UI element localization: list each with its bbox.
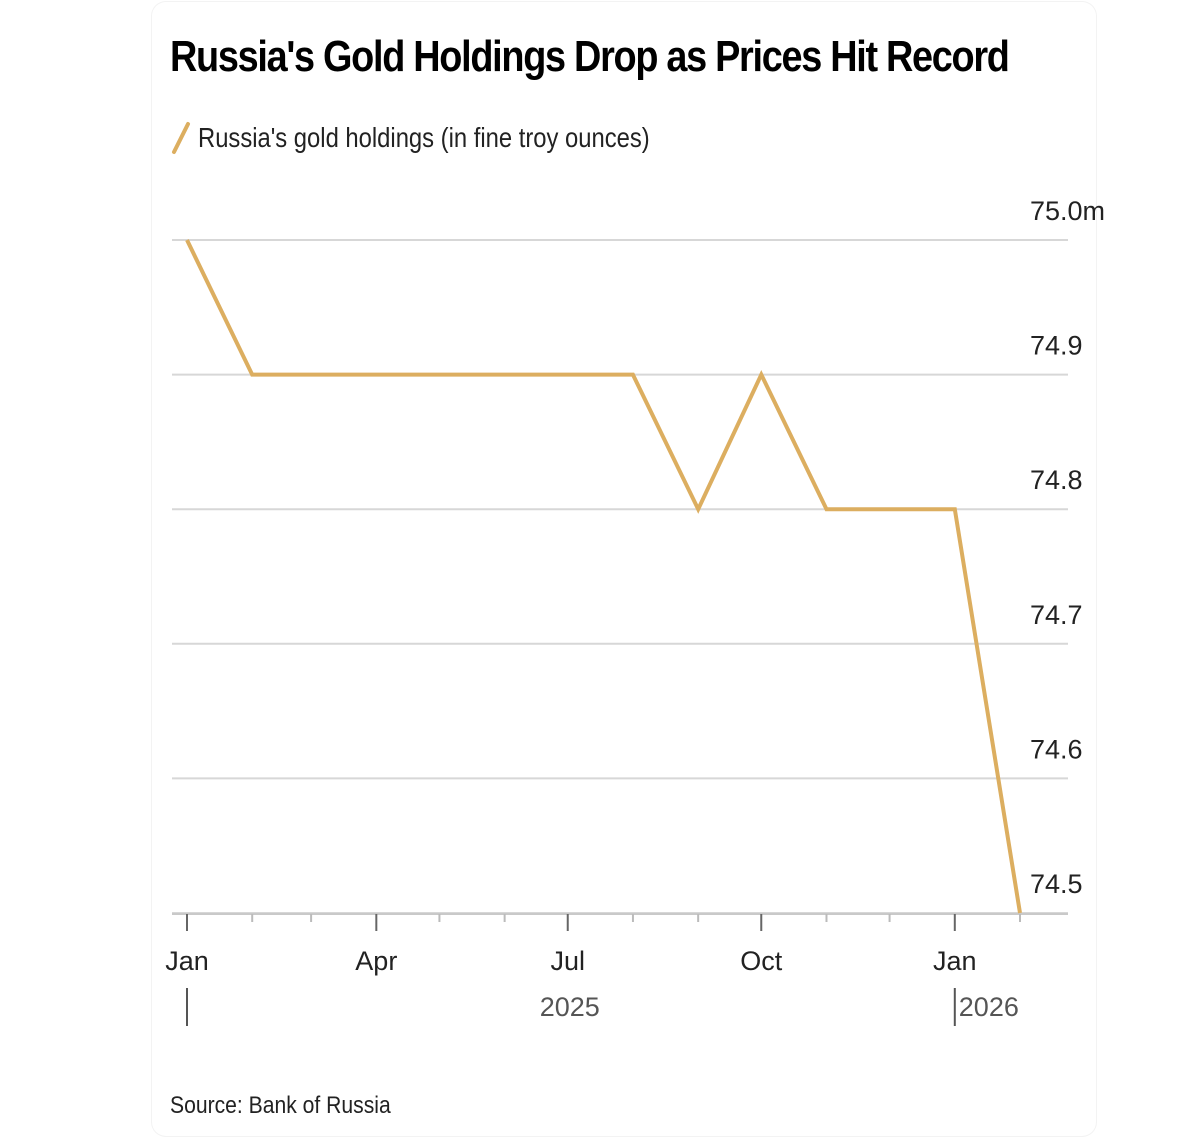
data-point xyxy=(185,238,189,242)
grid-lines xyxy=(172,239,1068,914)
source-note: Source: Bank of Russia xyxy=(170,1092,391,1119)
year-label: 2026 xyxy=(959,992,1019,1022)
x-tick-label: Oct xyxy=(740,946,783,976)
data-point xyxy=(437,373,441,377)
data-point xyxy=(374,373,378,377)
y-tick-label: 74.8 xyxy=(1030,465,1083,495)
data-point xyxy=(696,507,700,511)
data-point xyxy=(824,507,828,511)
y-tick-label: 74.9 xyxy=(1030,331,1083,361)
y-tick-label: 74.5 xyxy=(1030,869,1083,899)
y-tick-label: 75.0m xyxy=(1030,196,1105,226)
year-label: 2025 xyxy=(540,992,600,1022)
x-tick-label: Apr xyxy=(355,946,397,976)
series-layer xyxy=(185,238,1022,915)
data-point xyxy=(503,373,507,377)
x-tick-label: Jul xyxy=(550,946,585,976)
data-point xyxy=(309,373,313,377)
data-point xyxy=(250,373,254,377)
legend-line-swatch xyxy=(172,122,190,154)
x-tick-label: Jan xyxy=(165,946,209,976)
legend: Russia's gold holdings (in fine troy oun… xyxy=(170,118,729,158)
data-point xyxy=(888,507,892,511)
chart-card xyxy=(152,2,1096,1136)
data-point xyxy=(1018,911,1022,915)
x-axis: Jan Apr Jul Oct Jan 2025 2026 xyxy=(165,913,1068,1026)
y-tick-label: 74.7 xyxy=(1030,600,1083,630)
data-point xyxy=(566,373,570,377)
data-point xyxy=(631,373,635,377)
x-tick-label: Jan xyxy=(933,946,977,976)
data-point xyxy=(759,373,763,377)
y-tick-label: 74.6 xyxy=(1030,734,1083,764)
data-point xyxy=(953,507,957,511)
chart-title: Russia's Gold Holdings Drop as Prices Hi… xyxy=(170,32,1010,81)
series-line xyxy=(185,239,1022,914)
y-axis-labels: 75.0m 74.9 74.8 74.7 74.6 74.5 xyxy=(1030,196,1105,899)
legend-label: Russia's gold holdings (in fine troy oun… xyxy=(198,122,650,153)
